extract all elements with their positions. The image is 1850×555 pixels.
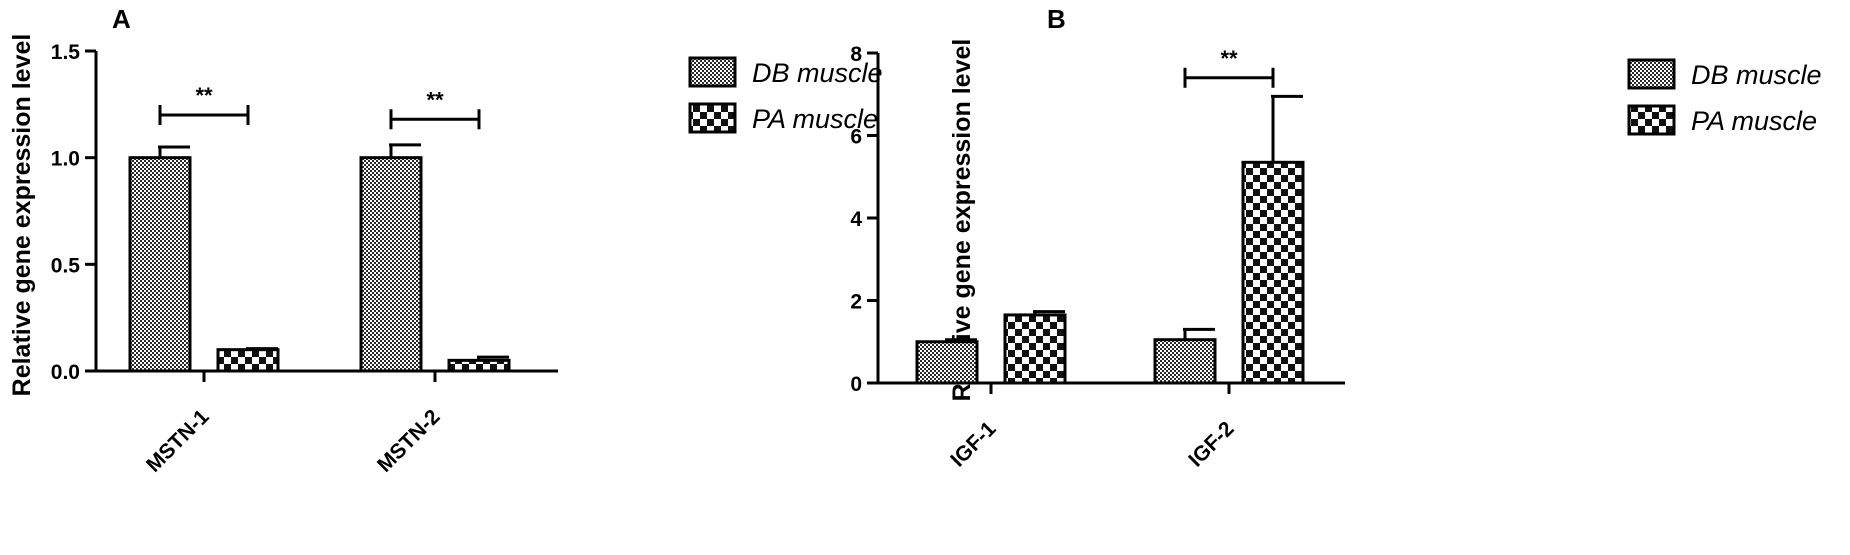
bar-pa-mstn-1 [216, 348, 280, 373]
significance-label: ** [426, 87, 444, 112]
legend-label-pa: PA muscle [1691, 106, 1817, 136]
y-tick-label: 8 [850, 43, 862, 66]
significance-label: ** [1220, 46, 1238, 71]
y-tick-label: 2 [850, 291, 862, 314]
bar-db-igf-1 [915, 340, 979, 385]
y-tick-label: 0 [850, 373, 862, 396]
bar-pa-igf-2 [1241, 160, 1305, 385]
panel-a-chart: A Relative gene expression level 0.0 0.5 1… [8, 4, 883, 477]
legend-swatch-db [1627, 58, 1676, 90]
panel-label-a: A [112, 4, 131, 34]
legend-label-db: DB muscle [752, 58, 883, 88]
legend-b: DB muscle PA muscle [1627, 58, 1822, 136]
y-tick-label: 0.5 [51, 254, 81, 277]
legend-swatch-db [688, 56, 737, 88]
y-tick-label: 1.0 [51, 148, 80, 171]
y-tick-label: 1.5 [51, 41, 81, 64]
significance-label: ** [195, 83, 213, 108]
y-tick-label: 4 [850, 208, 862, 231]
panel-b-chart: B Relative gene expression level 02468IG… [850, 4, 1821, 471]
bar-db-mstn-2 [359, 156, 423, 373]
bar-pa-igf-1 [1003, 313, 1067, 385]
panel-label-b: B [1047, 4, 1066, 34]
bar-pa-mstn-2 [447, 358, 511, 373]
legend-swatch-pa [1627, 104, 1676, 136]
legend-a: DB muscle PA muscle [688, 56, 883, 134]
category-label-mstn-1: MSTN-1 [142, 405, 214, 477]
legend-label-db: DB muscle [1691, 60, 1822, 90]
plot-area-a: 0.0 0.5 1.0 1.5 MSTN-1 MSTN-2 ** ** [51, 41, 558, 477]
plot-area-b: 0 2 4 6 8 IGF-1 IGF-2 ** [850, 43, 1345, 471]
bar-db-igf-2 [1153, 338, 1217, 385]
y-tick-label: 0.0 [51, 361, 80, 384]
category-label-igf-2: IGF-2 [1184, 417, 1238, 471]
legend-swatch-pa [688, 102, 737, 134]
y-tick-label: 6 [850, 126, 862, 149]
legend-label-pa: PA muscle [752, 104, 878, 134]
y-axis-label-a: Relative gene expression level [8, 34, 36, 397]
category-label-igf-1: IGF-1 [946, 417, 1000, 471]
category-label-mstn-2: MSTN-2 [373, 405, 445, 477]
bar-db-mstn-1 [128, 156, 192, 373]
